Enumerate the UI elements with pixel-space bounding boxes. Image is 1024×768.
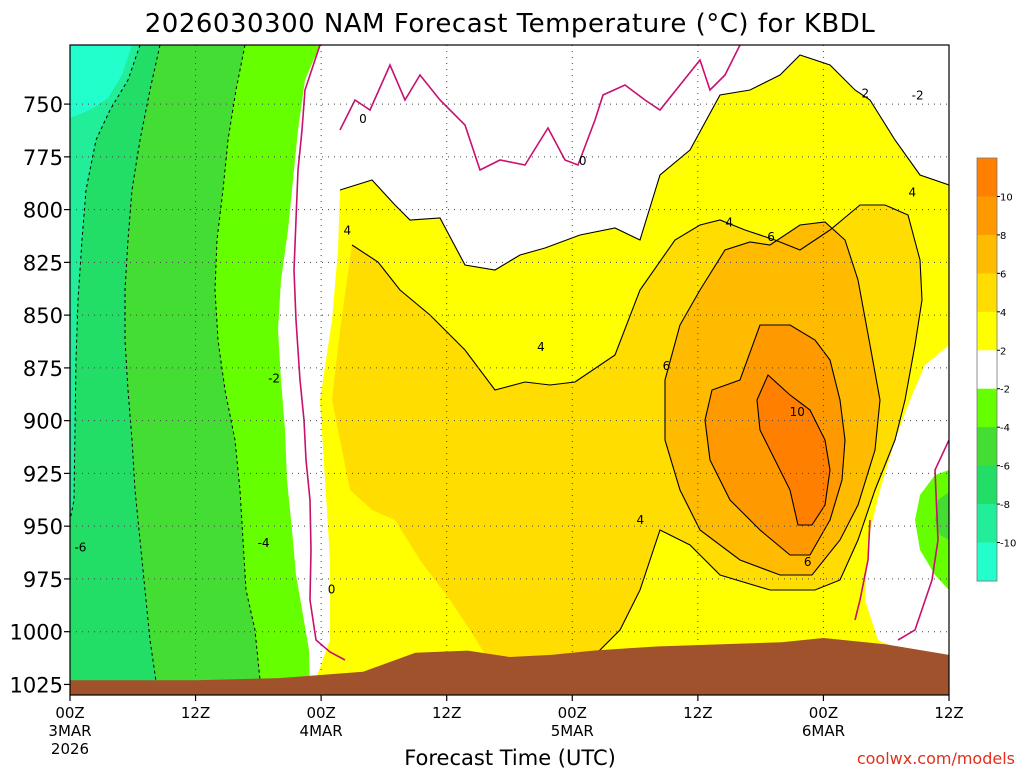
y-tick-label: 850 xyxy=(23,304,63,328)
zero-isotherm xyxy=(293,45,949,661)
contour-label: -2 xyxy=(268,371,280,385)
x-tick-label: 3MAR xyxy=(48,722,91,740)
colorbar-swatch xyxy=(977,273,997,313)
contour-label: 10 xyxy=(790,405,805,419)
chart-title: 2026030300 NAM Forecast Temperature (°C)… xyxy=(145,9,875,39)
contour-label: 4 xyxy=(537,340,545,354)
y-tick-label: 825 xyxy=(23,251,63,275)
contour-label: 4 xyxy=(725,215,733,229)
colorbar-label: 4 xyxy=(1000,308,1006,319)
plot-frame xyxy=(69,44,950,696)
x-tick-label: 6MAR xyxy=(802,722,845,740)
colorbar-swatch xyxy=(977,504,997,544)
temperature-band-minus-10 xyxy=(70,45,132,118)
plot-area xyxy=(70,45,949,695)
colorbar-label: 6 xyxy=(1000,269,1006,280)
cold-isotherms xyxy=(70,45,261,695)
colorbar-label: -6 xyxy=(1000,462,1010,473)
contour-labels: 0 0 -2 4 4 6 4 4 6 10 4 6 -2 -4 -6 0 2 xyxy=(74,87,923,597)
colorbar-swatch xyxy=(977,542,997,582)
contour-label: 0 xyxy=(328,582,336,596)
contour-label: -4 xyxy=(258,536,270,550)
y-axis: 750 775 800 825 850 875 900 925 950 975 1000 1025 xyxy=(10,93,70,697)
temperature-band-10 xyxy=(757,375,830,525)
colorbar-swatch xyxy=(977,350,997,390)
colorbar-swatch xyxy=(977,388,997,428)
warm-isotherms xyxy=(339,54,949,695)
temperature-band-minus-8 xyxy=(70,45,140,520)
x-tick-label: 12Z xyxy=(181,704,210,722)
colorbar-frame xyxy=(976,157,998,582)
contour-label: 2 xyxy=(861,87,869,101)
contour-label: 4 xyxy=(909,186,917,200)
credit-link[interactable]: coolwx.com/models xyxy=(857,749,1015,768)
colorbar: 10 8 6 4 2 -2 -4 -6 -8 -10 xyxy=(976,157,1016,582)
plot-grid xyxy=(70,45,949,695)
y-tick-label: 925 xyxy=(23,462,63,486)
y-tick-label: 775 xyxy=(23,146,63,170)
contour-label: 4 xyxy=(343,224,351,238)
x-tick-label: 12Z xyxy=(432,704,461,722)
colorbar-label: 8 xyxy=(1000,231,1006,242)
colorbar-swatch xyxy=(977,311,997,351)
x-tick-label: 12Z xyxy=(683,704,712,722)
contour-label: 4 xyxy=(636,513,644,527)
y-tick-label: 1025 xyxy=(10,673,63,697)
contour-label: 0 xyxy=(359,112,367,126)
y-tick-label: 950 xyxy=(23,515,63,539)
x-tick-label: 00Z xyxy=(55,704,84,722)
temperature-band-minus-6-right xyxy=(935,492,949,540)
colorbar-swatch xyxy=(977,427,997,467)
y-tick-label: 750 xyxy=(23,93,63,117)
colorbar-swatch xyxy=(977,196,997,236)
contour-label: -2 xyxy=(912,89,924,103)
x-axis-title: Forecast Time (UTC) xyxy=(404,746,616,768)
x-tick-label: 12Z xyxy=(934,704,963,722)
colorbar-label: -4 xyxy=(1000,423,1010,434)
y-tick-label: 800 xyxy=(23,199,63,223)
y-tick-label: 900 xyxy=(23,410,63,434)
contour-label: 6 xyxy=(663,359,671,373)
contour-label: -6 xyxy=(74,540,86,554)
y-tick-label: 1000 xyxy=(10,621,63,645)
contour-label: 6 xyxy=(804,555,812,569)
y-tick-label: 875 xyxy=(23,357,63,381)
colorbar-label: -8 xyxy=(1000,500,1010,511)
temperature-band-minus-6 xyxy=(70,45,160,695)
contour-label: 6 xyxy=(767,230,775,244)
terrain-surface xyxy=(70,638,949,695)
colorbar-swatch xyxy=(977,234,997,274)
x-tick-label: 00Z xyxy=(558,704,587,722)
x-tick-label: 4MAR xyxy=(300,722,343,740)
colorbar-label: -10 xyxy=(1000,539,1016,550)
x-tick-label: 2026 xyxy=(51,740,89,758)
x-tick-label: 00Z xyxy=(306,704,335,722)
colorbar-swatch xyxy=(977,465,997,505)
colorbar-label: 2 xyxy=(1000,346,1006,357)
x-tick-label: 00Z xyxy=(809,704,838,722)
colorbar-label: 10 xyxy=(1000,192,1013,203)
contour-label: 0 xyxy=(579,154,587,168)
colorbar-label: -2 xyxy=(1000,385,1010,396)
y-tick-label: 975 xyxy=(23,568,63,592)
x-tick-label: 5MAR xyxy=(551,722,594,740)
colorbar-swatch xyxy=(977,158,997,197)
